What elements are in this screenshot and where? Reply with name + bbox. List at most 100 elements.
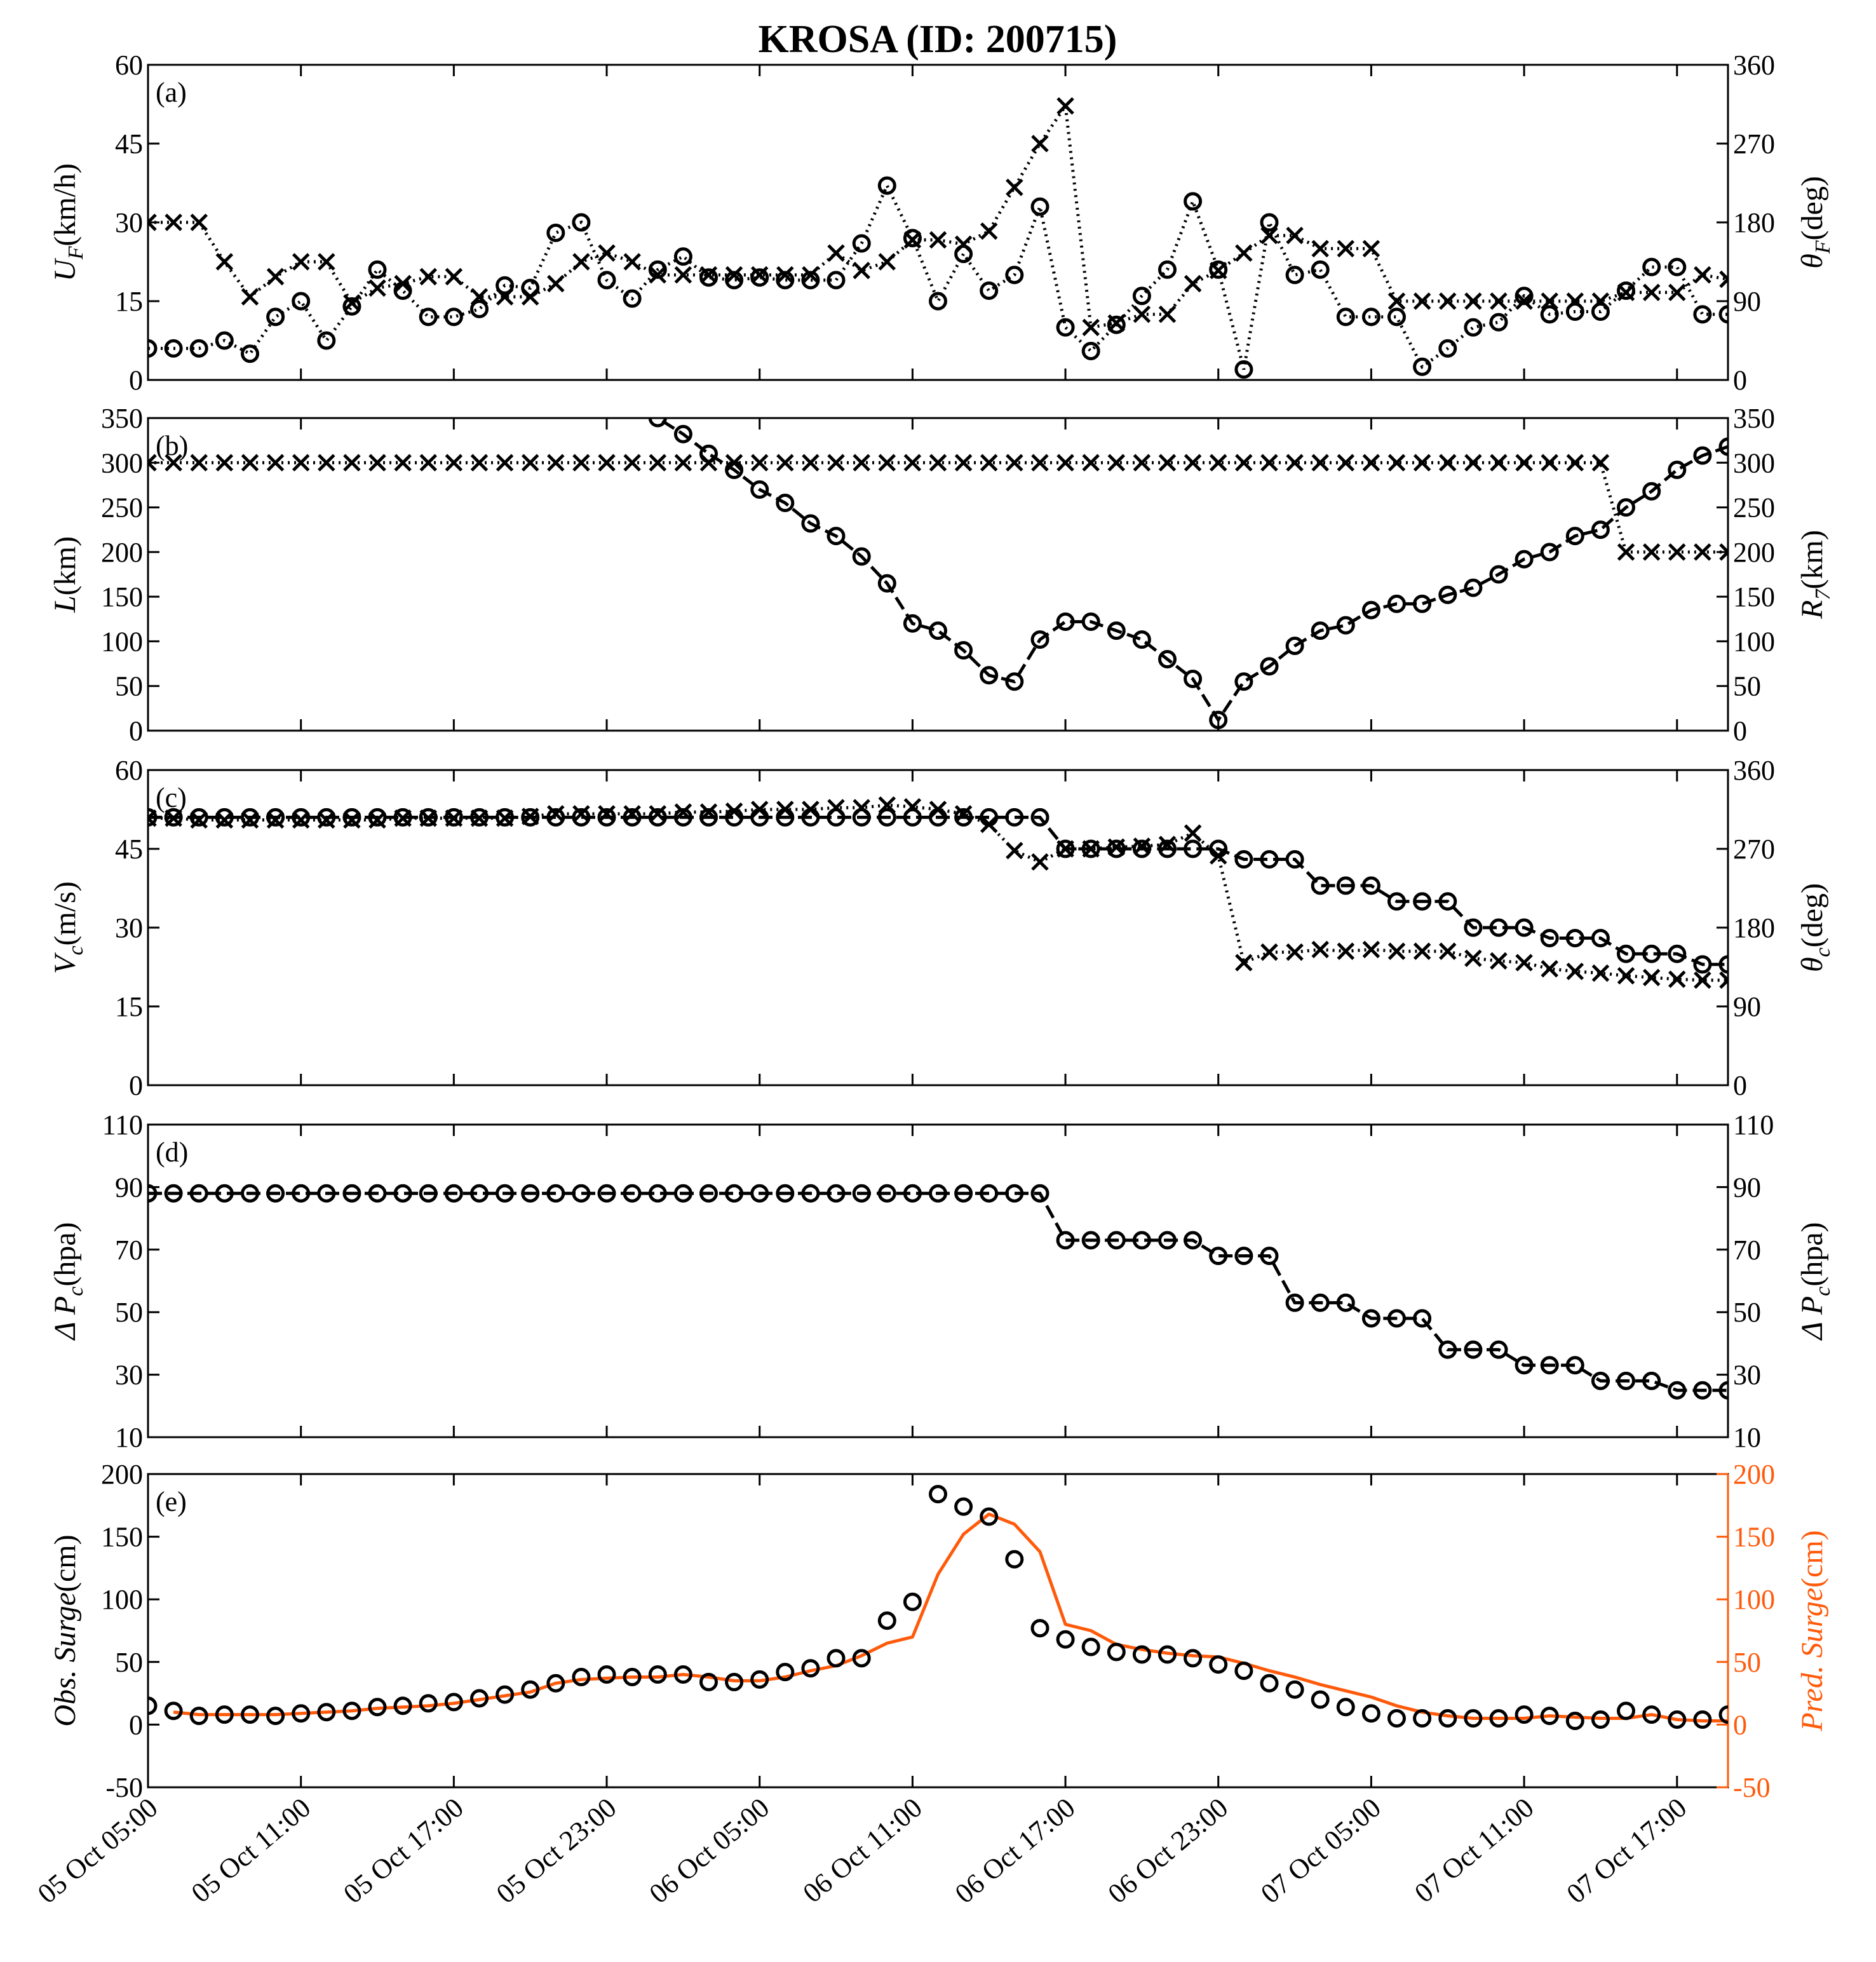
- data-point-circle: [1515, 918, 1534, 937]
- data-point-circle: [877, 176, 896, 195]
- data-point-circle: [1311, 1293, 1330, 1312]
- data-point-circle: [1056, 839, 1075, 858]
- data-point-x: [572, 253, 590, 271]
- data-point-circle: [1718, 437, 1728, 456]
- data-point-x: [598, 454, 616, 472]
- data-point-circle: [215, 1184, 234, 1203]
- data-point-circle: [1438, 339, 1457, 358]
- data-point-x: [750, 454, 769, 472]
- data-point-circle: [148, 808, 158, 827]
- data-point-x: [215, 253, 234, 271]
- axis-label: θF(deg): [1795, 176, 1835, 269]
- y-tick-label-left: 60: [115, 50, 143, 81]
- data-point-circle: [1642, 944, 1661, 963]
- data-point-circle: [1591, 302, 1610, 321]
- axis-label: θc(deg): [1795, 883, 1835, 972]
- data-point-x: [1591, 964, 1610, 982]
- data-point-circle: [903, 1592, 922, 1611]
- y-tick-label-right: 50: [1733, 671, 1761, 702]
- axis-label-units: (hpa): [1795, 1222, 1829, 1287]
- data-point-circle: [521, 278, 540, 297]
- data-point-circle: [827, 1649, 846, 1668]
- data-point-x: [878, 454, 896, 472]
- data-point-circle: [1617, 281, 1635, 300]
- data-point-x: [190, 454, 208, 472]
- data-point-circle: [699, 268, 718, 287]
- data-point-circle: [980, 666, 999, 685]
- data-point-circle: [648, 1665, 667, 1684]
- data-point-circle: [393, 281, 412, 300]
- y-tick-label-right: 150: [1733, 1522, 1775, 1553]
- data-point-x: [1235, 454, 1253, 472]
- data-point-circle: [852, 1649, 871, 1668]
- data-point-x: [1515, 292, 1533, 310]
- y-tick-label-right: 270: [1733, 128, 1775, 159]
- axis-label-symbol: R: [1795, 600, 1829, 619]
- data-point-circle: [597, 1184, 616, 1203]
- data-point-circle: [980, 1184, 999, 1203]
- axis-label: UF(km/h): [48, 163, 88, 281]
- data-point-x: [318, 253, 335, 271]
- panel-label: (b): [156, 430, 188, 461]
- axis-label-units: (cm): [1795, 1530, 1829, 1588]
- data-point-circle: [164, 1184, 183, 1203]
- data-point-circle: [1234, 1247, 1253, 1266]
- data-point-circle: [827, 271, 846, 290]
- data-point-x: [878, 253, 896, 271]
- data-point-x: [1286, 226, 1304, 245]
- data-point-circle: [546, 1184, 565, 1203]
- series-line: [655, 418, 1728, 723]
- axis-label-units: (km/h): [48, 163, 82, 247]
- data-point-x: [1591, 454, 1610, 472]
- data-point-circle: [827, 527, 846, 546]
- data-point-circle: [1591, 929, 1610, 947]
- y-tick-label-right: 180: [1733, 207, 1775, 238]
- data-point-circle: [393, 808, 412, 827]
- data-point-x: [1642, 543, 1661, 561]
- data-point-circle: [419, 308, 438, 327]
- data-point-x: [649, 454, 667, 472]
- data-point-x: [1438, 454, 1457, 472]
- data-point-circle: [1540, 1356, 1559, 1375]
- data-point-circle: [1413, 892, 1432, 911]
- x-tick-label: 06 Oct 05:00: [644, 1792, 776, 1909]
- y-tick-label-left: 150: [101, 581, 143, 612]
- y-tick-label-right: 200: [1733, 1459, 1775, 1490]
- data-point-x: [419, 267, 438, 286]
- data-point-x: [1337, 942, 1355, 960]
- data-point-x: [1031, 853, 1049, 871]
- data-point-circle: [368, 808, 387, 827]
- data-point-circle: [954, 641, 973, 660]
- data-point-circle: [1056, 318, 1075, 337]
- data-point-circle: [877, 1611, 896, 1630]
- data-point-circle: [623, 808, 642, 827]
- x-tick-label: 05 Oct 17:00: [337, 1792, 469, 1909]
- data-point-circle: [1336, 308, 1355, 327]
- data-point-x: [1541, 959, 1558, 978]
- data-point-circle: [929, 1485, 947, 1504]
- data-point-circle: [148, 1184, 158, 1203]
- data-point-x: [368, 454, 386, 472]
- data-point-circle: [1617, 1371, 1635, 1390]
- y-tick-label-left: 100: [101, 626, 143, 657]
- data-point-circle: [801, 1659, 820, 1678]
- data-point-circle: [241, 1184, 259, 1203]
- data-point-x: [215, 454, 234, 472]
- data-point-circle: [1642, 1371, 1661, 1390]
- data-point-x: [1387, 454, 1406, 472]
- data-point-circle: [1081, 1231, 1100, 1250]
- data-point-circle: [1184, 839, 1203, 858]
- y-tick-label-right: 250: [1733, 492, 1775, 524]
- data-point-x: [394, 454, 412, 472]
- y-tick-label-right: 0: [1733, 365, 1747, 396]
- data-point-x: [1617, 543, 1635, 561]
- data-point-circle: [1668, 1381, 1687, 1400]
- data-point-circle: [929, 292, 947, 311]
- data-point-x: [827, 454, 845, 472]
- data-point-x: [1235, 244, 1253, 262]
- axis-label-symbol: θ: [1795, 957, 1829, 972]
- data-point-circle: [1260, 1674, 1279, 1693]
- data-point-x: [1286, 454, 1304, 472]
- data-point-circle: [1515, 550, 1534, 569]
- data-point-x: [1668, 543, 1686, 561]
